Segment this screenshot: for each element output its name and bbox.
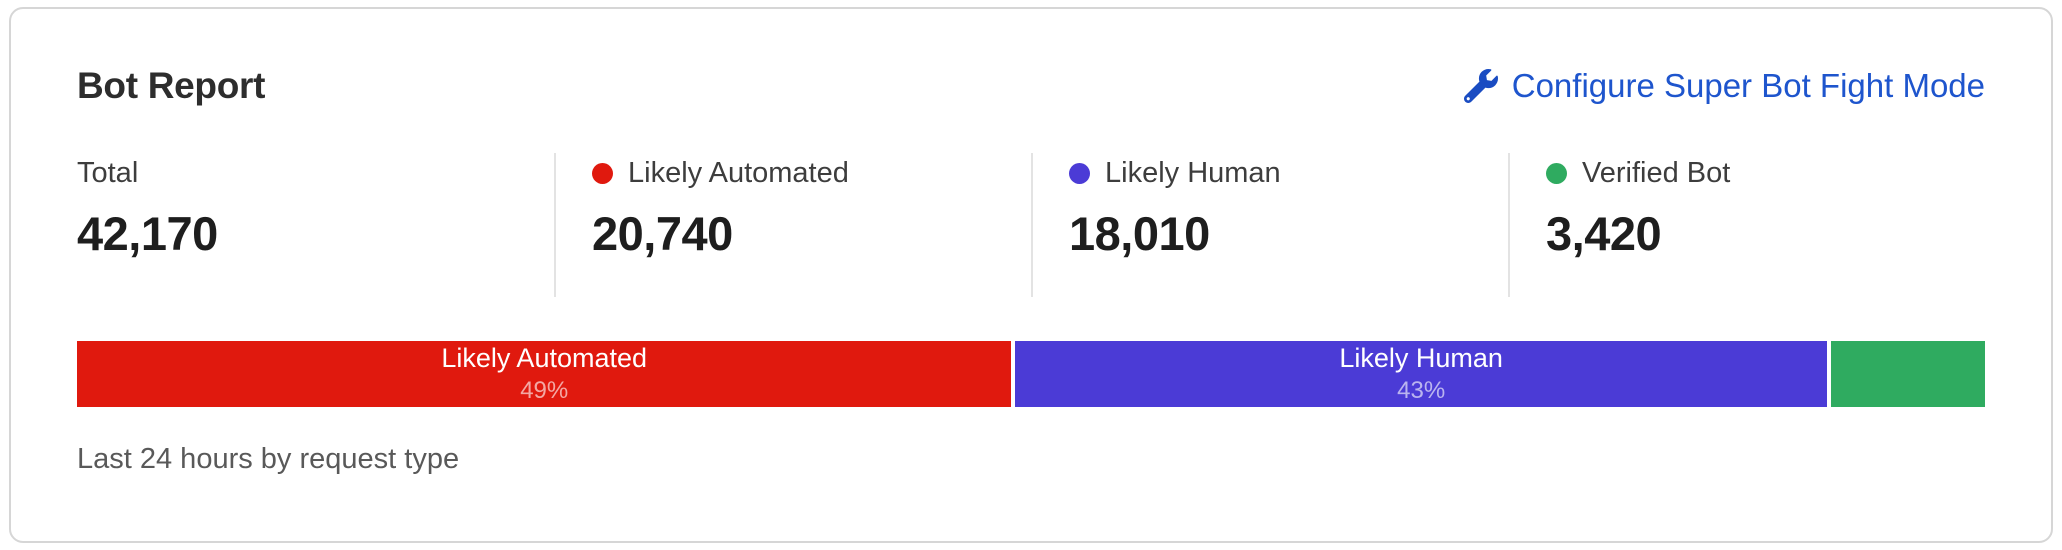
stat-total: Total 42,170 (77, 153, 554, 297)
stats-row: Total 42,170 Likely Automated 20,740 Lik… (77, 153, 1985, 297)
bar-segment-likely-automated: Likely Automated 49% (77, 341, 1012, 407)
stat-likely-automated: Likely Automated 20,740 (554, 153, 1031, 297)
page-title: Bot Report (77, 65, 266, 106)
stat-likely-human: Likely Human 18,010 (1031, 153, 1508, 297)
bar-segment-likely-human-label: Likely Human (1339, 342, 1503, 373)
bar-segment-likely-human-percent: 43% (1397, 377, 1446, 405)
likely-automated-dot-icon (592, 163, 613, 184)
stat-likely-human-label: Likely Human (1105, 157, 1281, 189)
bot-report-card: Bot Report Configure Super Bot Fight Mod… (9, 7, 2053, 543)
stat-verified-bot-label-row: Verified Bot (1546, 157, 1985, 190)
request-type-stacked-bar: Likely Automated 49% Likely Human 43% (77, 341, 1986, 407)
stat-verified-bot-label: Verified Bot (1582, 157, 1731, 189)
configure-link-label: Configure Super Bot Fight Mode (1511, 67, 1985, 104)
bar-segment-likely-human: Likely Human 43% (1015, 341, 1827, 407)
stat-likely-automated-value: 20,740 (592, 207, 733, 260)
bar-segment-verified-bot (1830, 341, 1986, 407)
stat-likely-automated-label: Likely Automated (628, 157, 849, 189)
time-range-caption: Last 24 hours by request type (77, 443, 460, 475)
card-header: Bot Report Configure Super Bot Fight Mod… (77, 65, 1985, 107)
stat-verified-bot-value: 3,420 (1546, 207, 1662, 260)
stat-total-label: Total (77, 157, 139, 189)
stat-total-label-row: Total (77, 157, 554, 190)
stat-verified-bot: Verified Bot 3,420 (1508, 153, 1985, 297)
stat-total-value: 42,170 (77, 207, 218, 260)
stat-likely-human-value: 18,010 (1069, 207, 1210, 260)
stat-likely-automated-label-row: Likely Automated (592, 157, 1031, 190)
wrench-icon (1463, 69, 1498, 103)
verified-bot-dot-icon (1546, 163, 1567, 184)
bar-segment-likely-automated-percent: 49% (520, 377, 569, 405)
configure-super-bot-fight-mode-link[interactable]: Configure Super Bot Fight Mode (1463, 67, 1985, 105)
bar-segment-likely-automated-label: Likely Automated (441, 342, 648, 373)
likely-human-dot-icon (1069, 163, 1090, 184)
stat-likely-human-label-row: Likely Human (1069, 157, 1508, 190)
